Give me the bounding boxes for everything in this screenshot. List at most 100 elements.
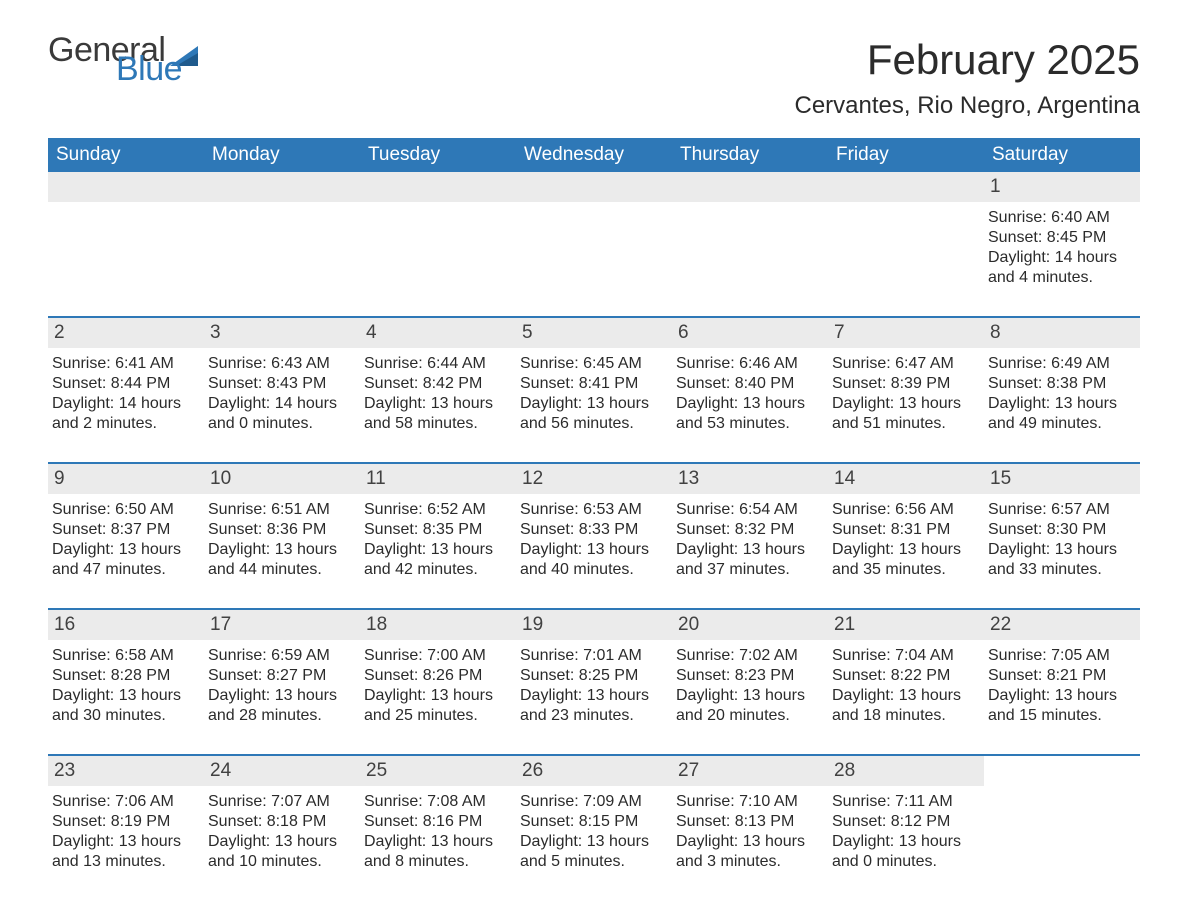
day-sunrise: Sunrise: 6:50 AM [52,500,200,520]
day-info: Sunrise: 7:06 AMSunset: 8:19 PMDaylight:… [52,792,200,872]
day-sunset: Sunset: 8:42 PM [364,374,512,394]
day-day2: and 0 minutes. [208,414,356,434]
day-info: Sunrise: 7:00 AMSunset: 8:26 PMDaylight:… [364,646,512,726]
dow-wednesday: Wednesday [516,138,672,172]
day-day2: and 15 minutes. [988,706,1136,726]
day-cell: 27Sunrise: 7:10 AMSunset: 8:13 PMDayligh… [672,756,828,884]
day-info: Sunrise: 6:46 AMSunset: 8:40 PMDaylight:… [676,354,824,434]
day-sunrise: Sunrise: 6:58 AM [52,646,200,666]
dow-tuesday: Tuesday [360,138,516,172]
day-cell: 7Sunrise: 6:47 AMSunset: 8:39 PMDaylight… [828,318,984,446]
day-info: Sunrise: 7:10 AMSunset: 8:13 PMDaylight:… [676,792,824,872]
day-day1: Daylight: 13 hours [364,686,512,706]
day-number: 22 [984,610,1140,640]
day-sunrise: Sunrise: 6:52 AM [364,500,512,520]
day-sunset: Sunset: 8:33 PM [520,520,668,540]
day-day1: Daylight: 13 hours [208,540,356,560]
day-day2: and 4 minutes. [988,268,1136,288]
day-info: Sunrise: 6:43 AMSunset: 8:43 PMDaylight:… [208,354,356,434]
day-day1: Daylight: 14 hours [52,394,200,414]
day-day1: Daylight: 13 hours [832,394,980,414]
day-number: 1 [984,172,1140,202]
dow-friday: Friday [828,138,984,172]
day-day2: and 47 minutes. [52,560,200,580]
month-title: February 2025 [794,36,1140,84]
day-number: 23 [48,756,204,786]
empty-cell [48,172,204,300]
day-cell: 11 Sunrise: 6:52 AMSunset: 8:35 PMDayligh… [360,464,516,592]
day-cell: 23 Sunrise: 7:06 AMSunset: 8:19 PMDayligh… [48,756,204,884]
day-sunrise: Sunrise: 6:47 AM [832,354,980,374]
day-day2: and 51 minutes. [832,414,980,434]
day-sunrise: Sunrise: 6:40 AM [988,208,1136,228]
day-day1: Daylight: 13 hours [52,540,200,560]
day-cell: 14Sunrise: 6:56 AMSunset: 8:31 PMDayligh… [828,464,984,592]
day-day2: and 42 minutes. [364,560,512,580]
empty-day-bar [204,172,360,202]
week-row: 9Sunrise: 6:50 AMSunset: 8:37 PMDaylight… [48,462,1140,592]
day-info: Sunrise: 6:44 AMSunset: 8:42 PMDaylight:… [364,354,512,434]
week-row: 16Sunrise: 6:58 AMSunset: 8:28 PMDayligh… [48,608,1140,738]
day-number: 17 [204,610,360,640]
day-cell: 5Sunrise: 6:45 AMSunset: 8:41 PMDaylight… [516,318,672,446]
day-of-week-header: SundayMondayTuesdayWednesdayThursdayFrid… [48,138,1140,172]
day-number: 14 [828,464,984,494]
header: General Blue February 2025 Cervantes, Ri… [48,36,1140,120]
day-sunset: Sunset: 8:21 PM [988,666,1136,686]
empty-day-bar [516,172,672,202]
day-cell: 19Sunrise: 7:01 AMSunset: 8:25 PMDayligh… [516,610,672,738]
day-cell: 28Sunrise: 7:11 AMSunset: 8:12 PMDayligh… [828,756,984,884]
day-number: 10 [204,464,360,494]
day-day2: and 25 minutes. [364,706,512,726]
day-number: 2 [48,318,204,348]
week-row: 23 Sunrise: 7:06 AMSunset: 8:19 PMDayligh… [48,754,1140,884]
day-day1: Daylight: 13 hours [520,394,668,414]
day-sunset: Sunset: 8:30 PM [988,520,1136,540]
day-day2: and 13 minutes. [52,852,200,872]
day-sunset: Sunset: 8:16 PM [364,812,512,832]
day-number: 26 [516,756,672,786]
day-cell: 26Sunrise: 7:09 AMSunset: 8:15 PMDayligh… [516,756,672,884]
day-day2: and 18 minutes. [832,706,980,726]
day-sunrise: Sunrise: 7:02 AM [676,646,824,666]
day-info: Sunrise: 6:52 AMSunset: 8:35 PMDaylight:… [364,500,512,580]
day-cell: 8Sunrise: 6:49 AMSunset: 8:38 PMDaylight… [984,318,1140,446]
day-sunrise: Sunrise: 6:59 AM [208,646,356,666]
day-day2: and 49 minutes. [988,414,1136,434]
day-day1: Daylight: 13 hours [676,394,824,414]
day-sunset: Sunset: 8:39 PM [832,374,980,394]
day-number: 21 [828,610,984,640]
day-cell: 10 Sunrise: 6:51 AMSunset: 8:36 PMDayligh… [204,464,360,592]
day-info: Sunrise: 6:54 AMSunset: 8:32 PMDaylight:… [676,500,824,580]
week-row: 1Sunrise: 6:40 AMSunset: 8:45 PMDaylight… [48,172,1140,300]
day-sunrise: Sunrise: 7:07 AM [208,792,356,812]
day-sunrise: Sunrise: 6:56 AM [832,500,980,520]
empty-cell [360,172,516,300]
day-sunrise: Sunrise: 6:44 AM [364,354,512,374]
day-cell: 16Sunrise: 6:58 AMSunset: 8:28 PMDayligh… [48,610,204,738]
day-number: 11 [360,464,516,494]
empty-day-bar [48,172,204,202]
day-sunrise: Sunrise: 7:05 AM [988,646,1136,666]
day-info: Sunrise: 6:47 AMSunset: 8:39 PMDaylight:… [832,354,980,434]
day-day1: Daylight: 13 hours [208,832,356,852]
day-day2: and 10 minutes. [208,852,356,872]
day-number: 6 [672,318,828,348]
day-info: Sunrise: 6:51 AMSunset: 8:36 PMDaylight:… [208,500,356,580]
day-day1: Daylight: 13 hours [52,832,200,852]
day-sunset: Sunset: 8:40 PM [676,374,824,394]
day-day1: Daylight: 13 hours [364,832,512,852]
day-day1: Daylight: 13 hours [832,832,980,852]
day-number: 12 [516,464,672,494]
day-number: 8 [984,318,1140,348]
day-sunrise: Sunrise: 7:06 AM [52,792,200,812]
day-day2: and 37 minutes. [676,560,824,580]
day-number: 20 [672,610,828,640]
day-cell: 6 Sunrise: 6:46 AMSunset: 8:40 PMDaylight… [672,318,828,446]
day-sunset: Sunset: 8:44 PM [52,374,200,394]
day-day1: Daylight: 13 hours [520,832,668,852]
day-info: Sunrise: 6:41 AMSunset: 8:44 PMDaylight:… [52,354,200,434]
day-day2: and 8 minutes. [364,852,512,872]
day-sunset: Sunset: 8:22 PM [832,666,980,686]
day-info: Sunrise: 6:57 AMSunset: 8:30 PMDaylight:… [988,500,1136,580]
